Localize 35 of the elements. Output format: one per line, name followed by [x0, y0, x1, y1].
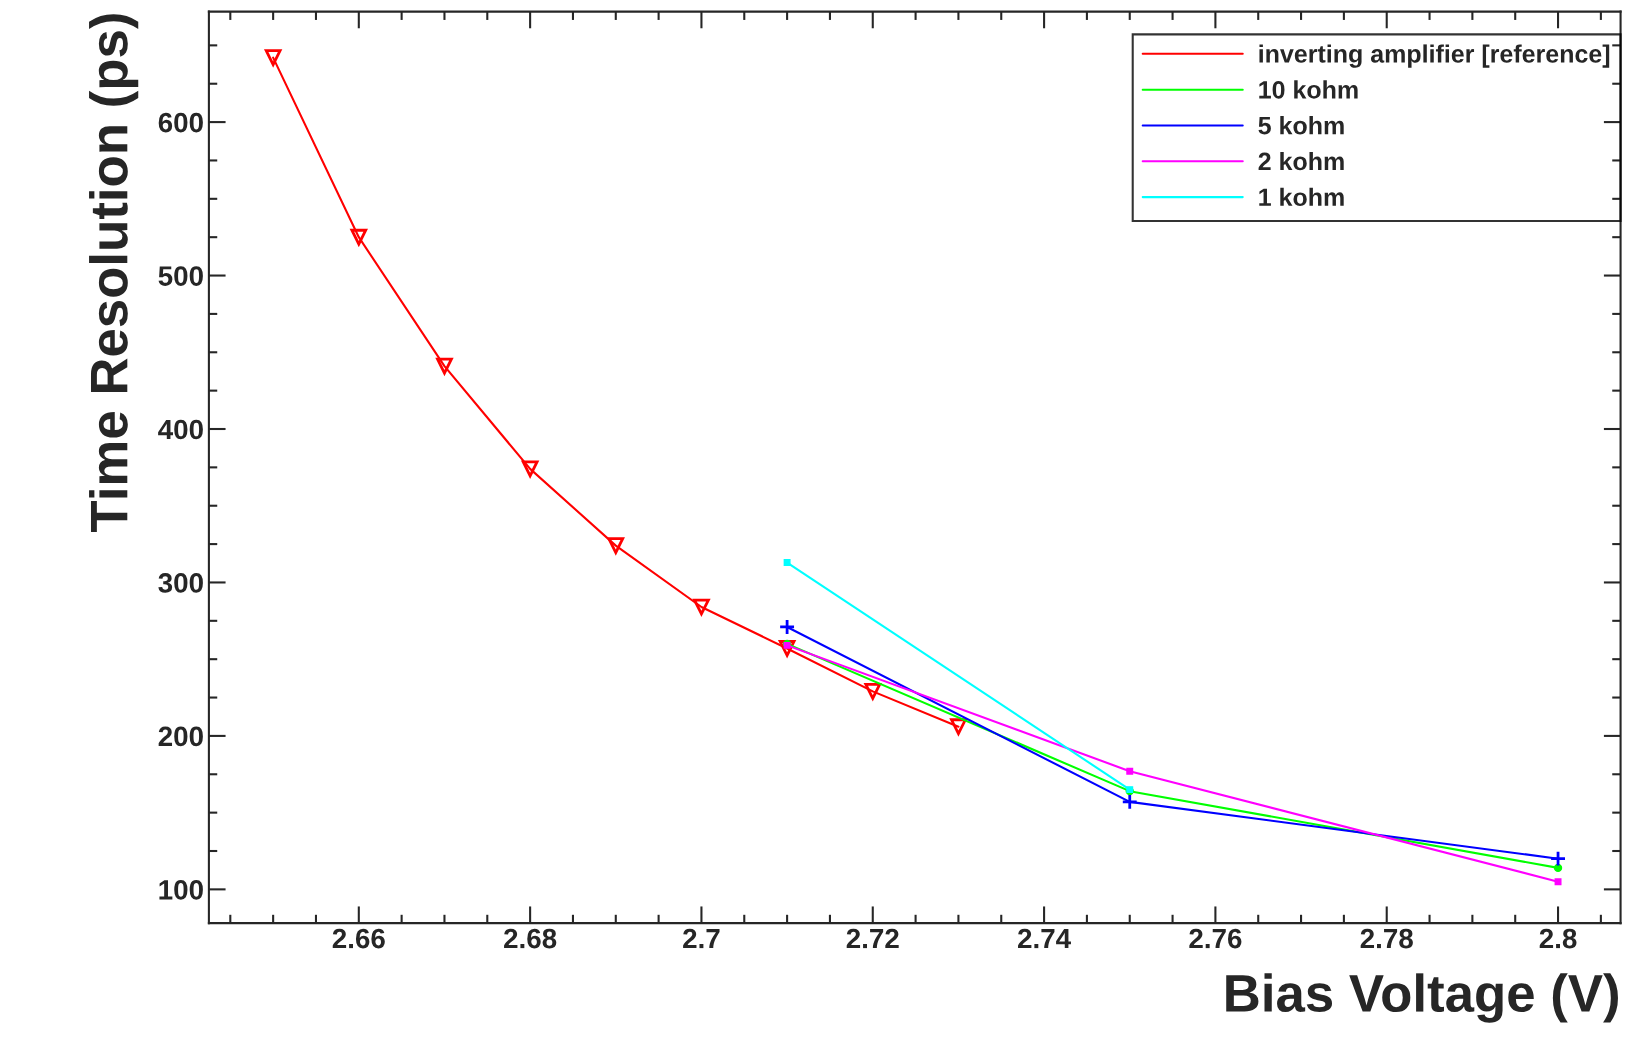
point	[607, 537, 625, 554]
x-tick-label: 2.68	[504, 928, 557, 949]
y-tick-label: 500	[158, 266, 203, 286]
point	[778, 640, 796, 657]
x-tick-label: 2.8	[1539, 928, 1577, 949]
y-tick-label: 600	[158, 112, 203, 133]
point	[1549, 850, 1567, 868]
x-tick-label: 2.72	[846, 928, 899, 949]
point	[1121, 793, 1139, 811]
y-tick-label: 200	[158, 726, 203, 747]
legend-label: 10 kohm	[1259, 80, 1358, 99]
x-axis-title: Bias Voltage (V)	[1226, 973, 1618, 1023]
y-tick-label: 300	[158, 573, 203, 593]
legend-label: 1 kohm	[1259, 187, 1344, 207]
y-tick-label: 100	[159, 880, 203, 900]
point	[693, 598, 710, 616]
x-tick-label: 2.74	[1018, 928, 1071, 949]
point	[1126, 767, 1134, 775]
x-tick-label: 2.7	[683, 928, 720, 949]
y-tick-label: 400	[158, 419, 203, 440]
x-tick-label: 2.76	[1189, 928, 1242, 949]
x-tick-label: 2.66	[332, 928, 385, 949]
point	[778, 618, 796, 636]
point	[521, 460, 539, 478]
point	[264, 49, 282, 66]
point	[435, 357, 454, 377]
y-axis-title: Time Resolution (ps)	[89, 14, 139, 532]
point	[350, 228, 368, 246]
legend-label: 5 kohm	[1258, 116, 1344, 135]
x-tick-label: 2.78	[1360, 928, 1413, 949]
legend-label: inverting amplifier [reference]	[1259, 44, 1610, 68]
point	[864, 683, 882, 700]
point	[1554, 878, 1562, 886]
point	[783, 559, 791, 566]
legend-label: 2 kohm	[1258, 151, 1344, 171]
